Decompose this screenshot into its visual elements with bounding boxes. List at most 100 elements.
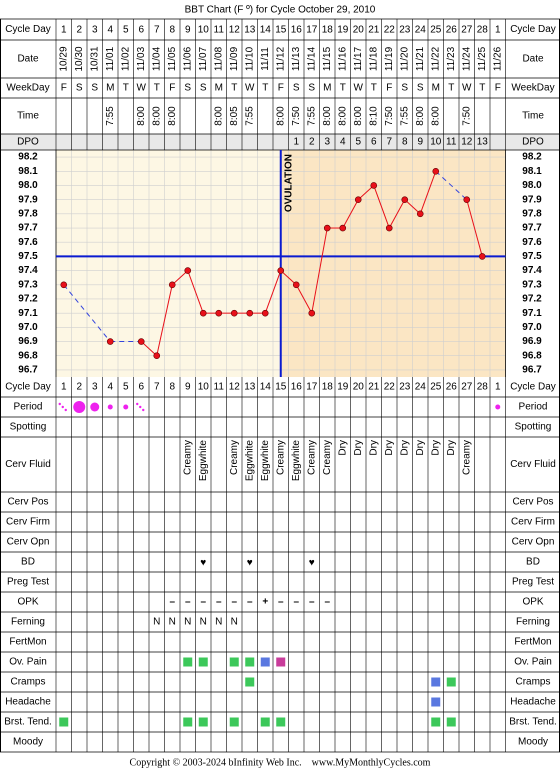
date: 10/30 [74,46,85,71]
temp-point [416,210,424,218]
y-tick-label: 97.5 [18,251,38,262]
temp-point [370,182,378,189]
row-label-right: Cerv Opn [512,537,555,548]
post-ovulation-shade [280,150,506,377]
date: 10/31 [89,46,100,71]
cycle-day: 12 [229,382,241,393]
date: 11/03 [136,46,147,71]
time: 7:55 [244,106,255,126]
row-label-right: Cycle Day [510,24,556,35]
y-tick-label: 97.9 [18,194,38,205]
cycle-day: 18 [322,382,334,393]
temp-segment [357,185,375,201]
y-tick-label: 97.4 [18,265,38,276]
period-mark [107,404,113,410]
cerv-fluid: Creamy [275,440,286,475]
date: 11/08 [213,46,224,71]
row-label: Cycle Day [5,24,51,35]
row-label-right: Cerv Pos [512,497,553,508]
weekday: S [308,83,315,94]
y-tick-label-right: 97.0 [522,322,542,333]
row-label-right: Cramps [515,677,550,688]
bd-heart: ♥ [247,558,253,569]
temp-point [478,253,486,260]
cycle-day: 6 [138,25,144,36]
cerv-fluid: Dry [415,440,426,456]
ferning: N [153,617,160,628]
y-tick-label-right: 97.9 [522,194,542,205]
temp-segment [280,270,297,286]
temp-point [230,309,238,317]
cycle-day: 2 [76,25,82,36]
row-label: Cerv Pos [7,497,48,508]
temp-segment [419,171,437,215]
weekday: S [417,83,424,94]
cycle-day: 23 [399,382,411,393]
dpo: 7 [386,137,392,148]
cycle-day: 5 [123,382,129,393]
temp-point [354,196,362,203]
time: 8:10 [368,106,379,126]
row-label: Preg Test [7,577,49,588]
row-label: DPO [17,137,39,148]
footer: Copyright © 2003-2024 bInfinity Web Inc.… [130,757,431,768]
symptom-square [276,657,286,667]
cycle-day: 22 [384,382,396,393]
cerv-fluid: Dry [430,440,441,456]
cycle-day: 17 [306,25,318,36]
date: 11/25 [477,46,488,71]
temp-segment [156,284,173,356]
dpo: 4 [340,137,346,148]
dpo: 5 [355,137,361,148]
cerv-fluid: Dry [399,440,410,456]
weekday: F [169,83,175,94]
temp-point [292,281,300,289]
y-tick-label-right: 97.5 [522,251,542,262]
row-label-right: Ov. Pain [514,657,552,668]
row-label-right: Time [522,111,544,122]
weekday: W [462,83,472,94]
cycle-day: 27 [461,25,473,36]
date: 11/16 [337,46,348,71]
time: 8:00 [151,106,162,126]
weekday: W [245,83,255,94]
weekday: T [123,83,129,94]
time: 8:00 [167,106,178,126]
temp-point [432,167,440,175]
row-label: Time [17,111,39,122]
dpo: 2 [309,137,315,148]
date: 11/12 [275,46,286,71]
symptom-square [245,677,255,687]
cycle-day: 25 [430,25,442,36]
temp-point [385,224,393,232]
cycle-day: 7 [154,382,160,393]
temp-point [199,309,207,317]
dpo: 6 [371,137,377,148]
ferning: N [200,617,207,628]
temp-segment [295,284,313,314]
date: 11/19 [384,46,395,71]
symptom-square [276,717,286,727]
temp-segment [373,185,390,229]
symptom-square [183,657,193,667]
opk: – [324,597,330,608]
weekday: T [262,83,268,94]
cerv-fluid: Dry [384,440,395,456]
weekday: M [106,83,114,94]
y-tick-label-right: 97.6 [522,237,542,248]
temp-point [339,224,347,232]
symptom-square [198,657,208,667]
cerv-fluid: Creamy [322,440,333,475]
opk: – [185,597,191,608]
temp-segment [264,270,282,314]
cycle-day: 24 [415,25,427,36]
weekday: S [293,83,300,94]
cerv-fluid: Dry [446,440,457,456]
y-tick-label: 98.2 [18,152,38,163]
symptom-square [431,717,441,727]
symptom-square [446,677,456,687]
cycle-day: 13 [244,25,256,36]
y-tick-label-right: 98.0 [522,180,542,191]
weekday: S [76,83,83,94]
